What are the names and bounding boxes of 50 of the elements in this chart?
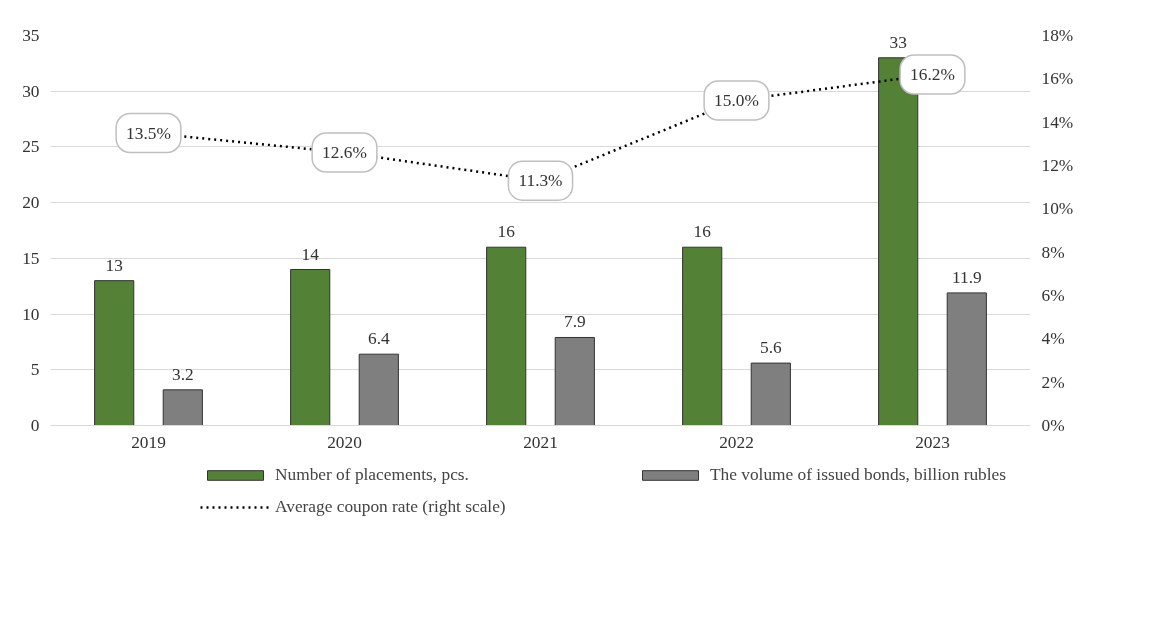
legend-label: Number of placements, pcs. <box>275 465 470 485</box>
y-tick-label: 20 <box>22 193 40 213</box>
y-tick-label: 5 <box>30 360 40 380</box>
x-tick-label: 2023 <box>915 432 950 452</box>
y2-tick-label: 2% <box>1041 372 1065 392</box>
data-label: 14 <box>301 244 320 264</box>
x-tick-label: 2019 <box>131 432 166 452</box>
y2-tick-label: 18% <box>1041 26 1074 45</box>
y-tick-label: 25 <box>22 137 40 157</box>
x-tick-label: 2020 <box>327 432 362 452</box>
data-label: 11.9 <box>951 267 982 287</box>
legend-label: Average coupon rate (right scale) <box>275 497 507 517</box>
bar <box>94 280 135 426</box>
data-label: 5.6 <box>759 338 782 358</box>
y2-tick-label: 12% <box>1041 156 1074 175</box>
bar <box>486 246 527 426</box>
y-tick-label: 30 <box>22 81 40 101</box>
y2-tick-label: 4% <box>1041 329 1065 349</box>
y2-tick-label: 14% <box>1041 112 1074 132</box>
y2-tick-label: 6% <box>1041 286 1065 305</box>
y2-tick-label: 0% <box>1041 416 1065 435</box>
data-label: 13 <box>105 255 123 275</box>
y-tick-label: 10 <box>22 304 40 324</box>
bar <box>554 336 595 426</box>
data-label: 16 <box>497 222 516 242</box>
data-label: 33 <box>889 32 907 52</box>
data-label: 16 <box>693 222 712 242</box>
data-label: 6.4 <box>367 329 390 349</box>
data-label: 3.2 <box>171 364 194 384</box>
y-tick-label: 35 <box>22 26 40 45</box>
legend-label: The volume of issued bonds, billion rubles <box>710 465 1007 485</box>
data-label: 13.5% <box>126 123 171 143</box>
y-tick-label: 15 <box>22 248 40 268</box>
bar <box>750 362 791 426</box>
x-tick-label: 2021 <box>523 432 558 452</box>
data-label: 16.2% <box>910 65 955 84</box>
y2-tick-label: 8% <box>1041 242 1065 262</box>
bar <box>682 246 723 426</box>
data-label: 15.0% <box>714 91 759 110</box>
bar <box>290 269 331 426</box>
bar <box>358 353 399 426</box>
y2-tick-label: 16% <box>1041 69 1074 89</box>
data-label: 7.9 <box>563 312 586 332</box>
bar <box>162 389 203 426</box>
y-tick-label: 0 <box>30 416 40 435</box>
data-label: 11.3% <box>518 171 563 191</box>
data-label: 12.6% <box>322 143 367 162</box>
x-tick-label: 2022 <box>719 432 754 452</box>
y2-tick-label: 10% <box>1041 199 1074 219</box>
bar <box>946 292 987 426</box>
